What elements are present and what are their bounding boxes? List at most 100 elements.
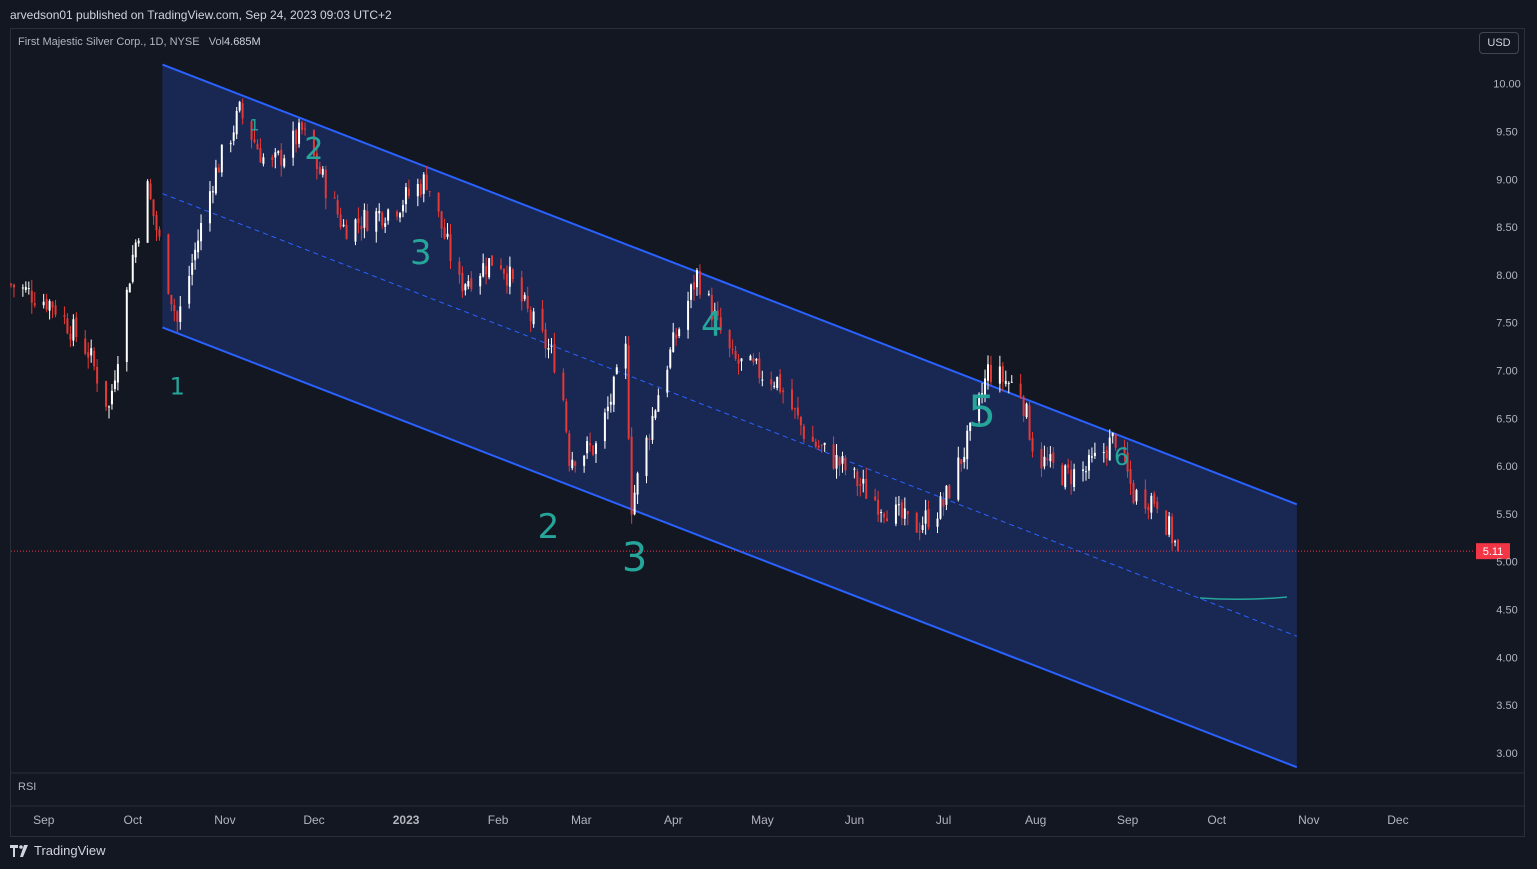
- y-tick-label: 6.00: [1496, 461, 1517, 473]
- candle: [158, 226, 161, 241]
- candle: [986, 355, 989, 390]
- candle: [508, 256, 511, 295]
- candle: [90, 339, 93, 363]
- candle: [936, 512, 939, 534]
- candle-body: [859, 484, 862, 486]
- candle: [948, 484, 951, 499]
- x-tick-label: May: [751, 813, 774, 827]
- candle: [428, 191, 431, 197]
- candle-body: [396, 211, 399, 217]
- candle-body: [1093, 452, 1096, 457]
- candle-body: [529, 309, 532, 322]
- candle: [758, 352, 761, 384]
- candle-body: [217, 167, 220, 173]
- candle-body: [880, 512, 883, 514]
- candle-body: [989, 364, 992, 382]
- candle: [782, 387, 785, 404]
- candle-body: [981, 393, 984, 396]
- candle: [1025, 402, 1028, 419]
- candle-body: [54, 305, 57, 315]
- candle-body: [12, 284, 15, 288]
- candle-body: [844, 457, 847, 471]
- candle-body: [399, 213, 402, 218]
- candle: [458, 257, 461, 284]
- wave-label-upper: 6: [1114, 443, 1129, 471]
- candle: [1156, 496, 1159, 514]
- candle-body: [170, 294, 173, 305]
- candle-body: [654, 410, 657, 419]
- candle-body: [520, 277, 523, 302]
- candle-body: [758, 358, 761, 379]
- candle: [574, 460, 577, 473]
- candle: [796, 397, 799, 420]
- candle: [799, 415, 802, 436]
- candle: [1084, 465, 1087, 481]
- currency-button[interactable]: USD: [1479, 32, 1519, 54]
- candle-body: [592, 445, 595, 455]
- candle: [731, 339, 734, 355]
- candle: [502, 267, 505, 280]
- candle-body: [532, 311, 535, 325]
- candle-body: [194, 249, 197, 261]
- candle-body: [499, 265, 502, 269]
- candle: [1007, 381, 1010, 394]
- candle-body: [295, 130, 298, 145]
- candle-body: [155, 214, 158, 231]
- candle: [491, 255, 494, 266]
- candle: [360, 216, 363, 241]
- candle: [375, 207, 378, 243]
- candle-body: [137, 240, 140, 244]
- candle-body: [105, 380, 108, 407]
- candle-body: [191, 262, 194, 275]
- candle: [479, 273, 482, 295]
- candle: [1102, 443, 1105, 463]
- candle-body: [461, 272, 464, 292]
- candle: [562, 368, 565, 402]
- candle: [69, 325, 72, 347]
- candle: [978, 392, 981, 424]
- candle-body: [838, 457, 841, 466]
- candle: [1064, 464, 1067, 490]
- candle-body: [963, 456, 966, 463]
- candle: [128, 282, 131, 293]
- candle: [357, 207, 360, 234]
- channel-fill: [162, 64, 1297, 768]
- candle-body: [1019, 383, 1022, 396]
- candle-body: [811, 436, 814, 442]
- candle: [752, 353, 755, 366]
- candle: [1123, 439, 1126, 462]
- candle: [404, 182, 407, 213]
- candle-body: [75, 317, 78, 338]
- candle: [345, 219, 348, 240]
- candle: [770, 371, 773, 391]
- candle-body: [1147, 506, 1150, 511]
- candle-body: [1102, 451, 1105, 453]
- candle-body: [238, 101, 241, 111]
- y-tick-label: 3.50: [1496, 700, 1517, 712]
- candle: [675, 327, 678, 346]
- candle-body: [1064, 465, 1067, 488]
- candle: [779, 369, 782, 394]
- candle: [464, 283, 467, 296]
- candle: [274, 148, 277, 169]
- candle-body: [945, 485, 948, 505]
- candle-body: [1004, 380, 1007, 384]
- y-tick-label: 4.50: [1496, 604, 1517, 616]
- candle-body: [1168, 516, 1171, 535]
- candle-body: [1114, 434, 1117, 448]
- tradingview-brand[interactable]: TradingView: [10, 843, 106, 858]
- candle-body: [716, 310, 719, 316]
- candle: [609, 393, 612, 413]
- candle: [63, 306, 66, 325]
- rsi-pane-label: RSI: [18, 781, 37, 793]
- candle-body: [149, 183, 152, 199]
- candle: [903, 497, 906, 526]
- candle: [42, 293, 45, 309]
- candle-body: [131, 254, 134, 282]
- candle: [811, 425, 814, 442]
- x-tick-label: Jul: [936, 813, 951, 827]
- candle: [918, 522, 921, 541]
- candle-body: [719, 317, 722, 331]
- candle-body: [915, 512, 918, 533]
